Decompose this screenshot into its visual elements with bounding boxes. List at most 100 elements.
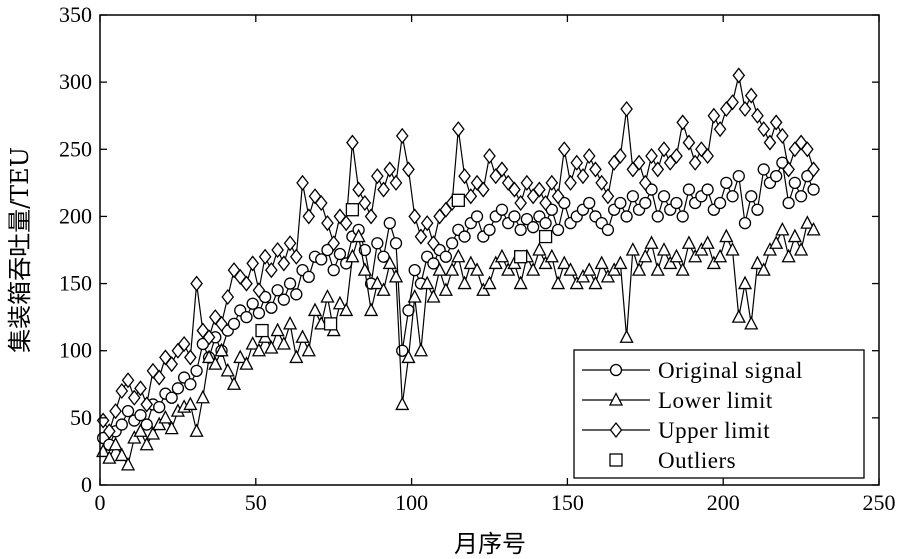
data-point-triangle xyxy=(463,255,478,270)
data-point-triangle xyxy=(345,248,360,263)
data-point-diamond xyxy=(296,174,309,191)
data-point-triangle xyxy=(351,228,366,243)
data-point-diamond xyxy=(258,248,272,265)
data-point-diamond xyxy=(346,134,359,151)
data-point-diamond xyxy=(495,161,509,178)
data-point-triangle xyxy=(251,342,266,357)
data-point-circle xyxy=(327,263,340,277)
data-point-circle xyxy=(670,196,683,210)
data-point-triangle xyxy=(370,275,385,290)
data-point-square xyxy=(514,250,528,264)
data-point-diamond xyxy=(620,100,633,118)
data-point-circle xyxy=(439,250,453,263)
data-point-diamond xyxy=(389,174,403,191)
data-point-diamond xyxy=(582,147,596,165)
data-point-circle xyxy=(445,237,459,250)
data-point-diamond xyxy=(801,141,814,158)
data-point-diamond xyxy=(140,396,154,413)
data-point-triangle xyxy=(426,289,441,303)
data-point-diamond xyxy=(769,114,783,131)
data-point-triangle xyxy=(688,248,703,263)
data-point-triangle xyxy=(794,242,809,256)
data-point-diamond xyxy=(514,194,527,212)
data-point-diamond xyxy=(121,372,135,389)
data-point-diamond xyxy=(763,134,777,151)
data-point-triangle xyxy=(226,376,242,390)
data-point-diamond xyxy=(726,94,739,111)
data-point-diamond xyxy=(657,141,671,158)
x-axis-title: 月序号 xyxy=(454,530,526,558)
data-point-square xyxy=(323,317,338,331)
data-point-triangle xyxy=(388,268,404,283)
x-tick-label: 150 xyxy=(551,490,584,515)
data-point-triangle xyxy=(152,416,167,431)
data-point-triangle xyxy=(488,255,503,270)
y-tick-label: 50 xyxy=(70,405,92,430)
data-point-triangle xyxy=(619,329,634,343)
data-point-diamond xyxy=(464,188,478,205)
data-point-triangle xyxy=(320,289,335,303)
data-point-circle xyxy=(227,317,241,331)
data-point-triangle xyxy=(432,262,447,276)
data-point-triangle xyxy=(550,275,566,290)
data-point-triangle xyxy=(208,356,223,370)
data-point-triangle xyxy=(133,423,148,437)
data-point-diamond xyxy=(283,235,297,252)
data-point-diamond xyxy=(377,181,390,198)
data-point-triangle xyxy=(401,349,416,364)
data-point-diamond xyxy=(682,134,696,151)
data-point-diamond xyxy=(327,235,341,252)
data-point-triangle xyxy=(569,275,584,290)
legend-marker-square xyxy=(609,453,623,467)
data-point-circle xyxy=(807,183,820,196)
data-point-circle xyxy=(745,190,758,203)
data-point-triangle xyxy=(700,235,715,249)
data-point-circle xyxy=(470,210,484,223)
data-point-diamond xyxy=(595,174,609,191)
data-point-diamond xyxy=(757,121,771,138)
data-point-triangle xyxy=(189,423,204,437)
data-point-circle xyxy=(770,169,783,183)
data-point-circle xyxy=(551,223,565,237)
data-point-circle xyxy=(620,210,633,223)
data-point-diamond xyxy=(221,288,235,306)
data-point-diamond xyxy=(701,147,714,165)
data-point-triangle xyxy=(476,282,491,296)
data-point-diamond xyxy=(483,147,496,165)
data-point-triangle xyxy=(407,289,422,303)
data-point-triangle xyxy=(663,255,678,270)
data-point-diamond xyxy=(539,194,552,212)
data-point-diamond xyxy=(115,382,129,400)
data-point-circle xyxy=(651,210,664,223)
y-tick-label: 0 xyxy=(81,472,92,497)
data-point-triangle xyxy=(127,430,142,444)
data-point-circle xyxy=(614,196,627,210)
data-point-diamond xyxy=(246,255,260,272)
data-point-triangle xyxy=(164,420,179,435)
data-point-diamond xyxy=(265,262,278,279)
data-point-triangle xyxy=(625,242,640,256)
data-point-triangle xyxy=(588,275,603,290)
data-point-circle xyxy=(427,257,440,270)
data-point-circle xyxy=(682,183,696,196)
data-point-triangle xyxy=(532,242,547,256)
data-point-triangle xyxy=(332,295,348,310)
data-point-square xyxy=(255,323,269,338)
y-tick-label: 300 xyxy=(59,69,92,94)
data-point-triangle xyxy=(762,242,778,256)
data-point-triangle xyxy=(245,336,260,350)
data-point-diamond xyxy=(215,315,228,332)
data-point-diamond xyxy=(289,248,303,265)
data-point-circle xyxy=(583,196,596,210)
data-point-triangle xyxy=(650,262,665,276)
data-point-circle xyxy=(794,190,808,203)
legend: Original signal Lower limit Upper limit Out… xyxy=(573,349,865,479)
data-point-triangle xyxy=(675,262,690,276)
data-point-diamond xyxy=(302,208,316,225)
data-point-circle xyxy=(240,310,253,324)
data-point-diamond xyxy=(545,174,559,191)
data-point-triangle xyxy=(526,262,541,276)
data-point-circle xyxy=(726,190,739,203)
data-point-triangle xyxy=(295,329,310,343)
data-point-triangle xyxy=(781,248,796,263)
